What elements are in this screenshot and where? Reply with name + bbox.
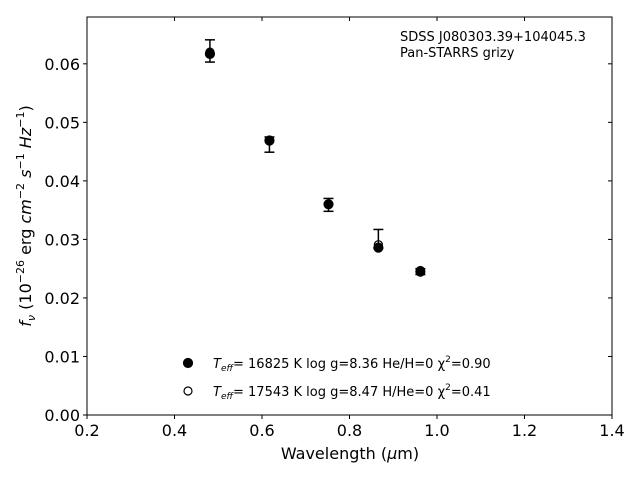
x-tick-label: 1.4 — [599, 421, 624, 440]
y-tick-label: 0.00 — [44, 406, 80, 425]
legend-label: Teff= 16825 K log g=8.36 He/H=0 χ2=0.90 — [213, 355, 491, 374]
y-tick-label: 0.06 — [44, 55, 80, 74]
x-axis-title: Wavelength (μm) — [281, 444, 419, 463]
legend: Teff= 16825 K log g=8.36 He/H=0 χ2=0.90 T… — [182, 355, 491, 402]
y-axis-title: fν (10−26 erg cm−2 s−1 Hz−1) — [14, 105, 38, 326]
model-point-open — [415, 265, 425, 276]
x-tick-label: 1.0 — [424, 421, 449, 440]
x-tick-label: 0.2 — [74, 421, 99, 440]
y-tick-label: 0.04 — [44, 172, 80, 191]
annotation-object-name: SDSS J080303.39+104045.3 — [400, 30, 586, 45]
x-tick-label: 0.6 — [249, 421, 274, 440]
x-tick-label: 0.8 — [337, 421, 362, 440]
model-point-open — [373, 240, 383, 250]
y-tick-label: 0.01 — [44, 347, 80, 366]
model-point-filled — [373, 242, 384, 253]
model-point-open — [205, 47, 215, 57]
legend-marker-open — [183, 386, 193, 396]
model-point-open — [323, 199, 334, 209]
axis-ticks: 0.2 0.4 0.6 0.8 1.0 1.2 1.4 0.00 0.01 0.02 0.03 0.0… — [44, 17, 625, 440]
y-tick-label: 0.03 — [44, 230, 80, 249]
x-tick-label: 1.2 — [512, 421, 537, 440]
plot-area — [86, 16, 613, 416]
x-tick-label: 0.4 — [162, 421, 187, 440]
data-marks — [204, 39, 426, 277]
y-tick-label: 0.02 — [44, 289, 80, 308]
y-tick-label: 0.05 — [44, 113, 80, 132]
legend-label: Teff= 17543 K log g=8.47 H/He=0 χ2=0.41 — [213, 383, 491, 402]
annotation-survey: Pan-STARRS grizy — [400, 46, 515, 61]
model-point-open — [264, 136, 275, 146]
legend-marker-filled — [182, 357, 194, 369]
